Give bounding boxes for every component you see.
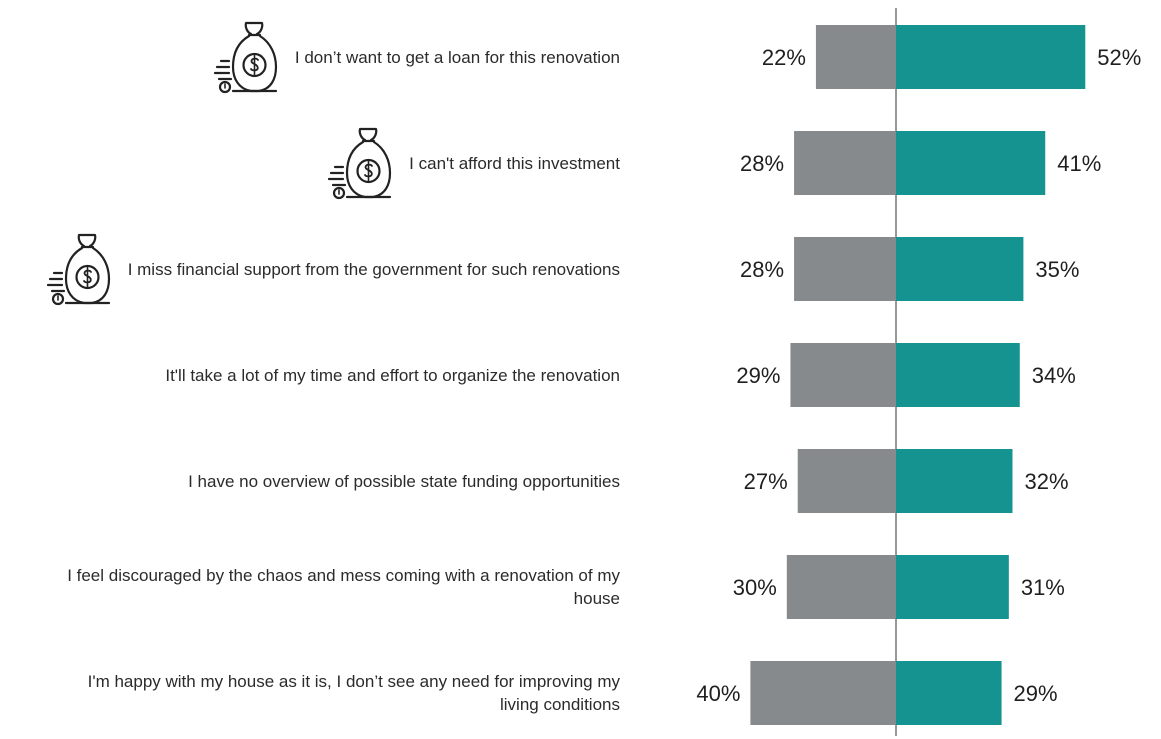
value-label-right-7: 29% [1014, 681, 1058, 706]
bar-left-4 [790, 343, 896, 407]
value-label-left-7: 40% [696, 681, 740, 706]
bar-right-3 [896, 237, 1024, 301]
bar-left-6 [786, 555, 896, 619]
category-label-2: I can't afford this investment [409, 153, 620, 173]
value-label-left-3: 28% [740, 257, 784, 282]
category-label-4: It'll take a lot of my time and effort t… [165, 365, 620, 385]
category-label-6: I feel discouraged by the chaos and mess… [67, 566, 620, 608]
value-label-right-5: 32% [1024, 469, 1068, 494]
value-label-left-6: 30% [733, 575, 777, 600]
value-label-right-1: 52% [1097, 45, 1141, 70]
value-label-left-1: 22% [762, 45, 806, 70]
money-bag-icon [327, 127, 403, 206]
value-label-right-4: 34% [1032, 363, 1076, 388]
bar-right-5 [896, 449, 1013, 513]
value-label-right-3: 35% [1035, 257, 1079, 282]
bar-left-7 [750, 661, 896, 725]
bar-right-2 [896, 131, 1046, 195]
bar-right-1 [896, 25, 1086, 89]
category-label-5: I have no overview of possible state fun… [188, 471, 620, 491]
value-label-left-4: 29% [736, 363, 780, 388]
value-label-left-2: 28% [740, 151, 784, 176]
category-label-3: I miss financial support from the govern… [127, 259, 620, 279]
category-label-7: I'm happy with my house as it is, I don’… [87, 672, 620, 714]
value-label-left-5: 27% [744, 469, 788, 494]
money-bag-icon [213, 21, 289, 100]
bar-right-4 [896, 343, 1020, 407]
money-bag-icon [46, 233, 122, 312]
bar-left-2 [794, 131, 896, 195]
bar-left-5 [797, 449, 896, 513]
bar-right-7 [896, 661, 1002, 725]
bar-right-6 [896, 555, 1009, 619]
value-label-right-2: 41% [1057, 151, 1101, 176]
category-label-1: I don’t want to get a loan for this reno… [294, 47, 620, 67]
bar-left-3 [794, 237, 896, 301]
value-label-right-6: 31% [1021, 575, 1065, 600]
bar-left-1 [815, 25, 896, 89]
